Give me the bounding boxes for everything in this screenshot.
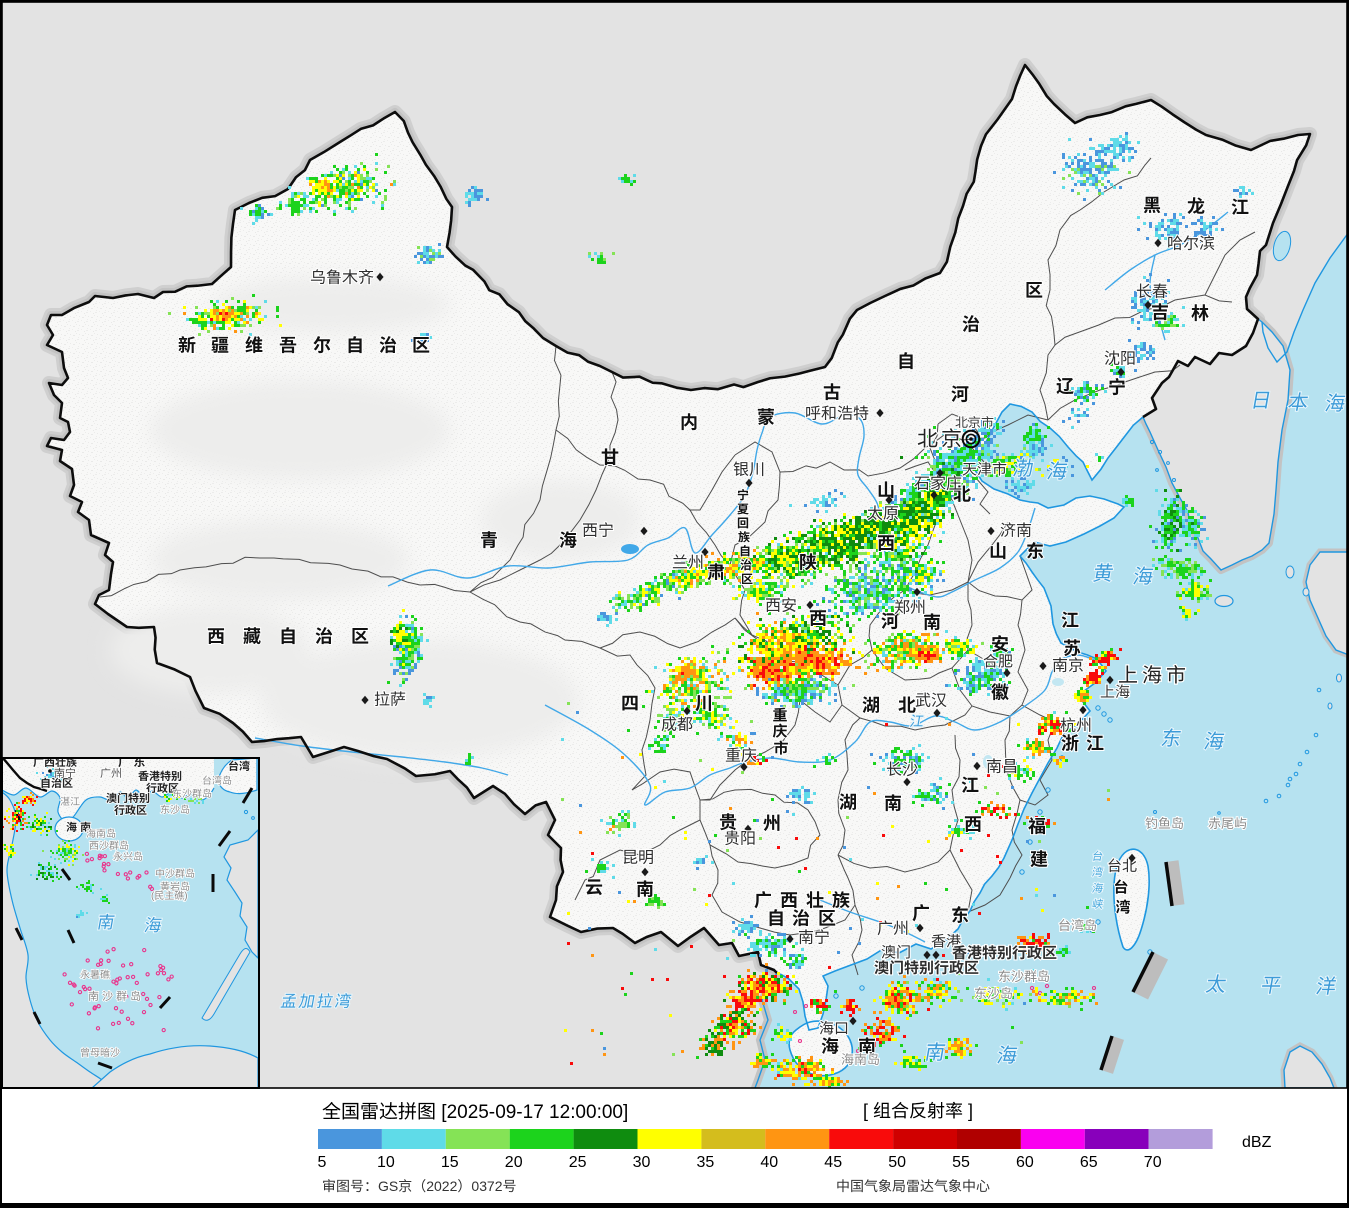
svg-text:30: 30: [633, 1154, 651, 1171]
svg-text:20: 20: [505, 1154, 523, 1171]
svg-text:]: ]: [968, 1101, 973, 1121]
svg-text:7: 7: [487, 1178, 495, 1194]
svg-text:-: -: [489, 1102, 495, 1123]
svg-text:2: 2: [426, 1178, 434, 1194]
svg-text:65: 65: [1080, 1154, 1098, 1171]
svg-text:-: -: [516, 1102, 522, 1123]
svg-text:7: 7: [533, 1102, 544, 1123]
svg-text:): ): [184, 891, 187, 902]
svg-text:3: 3: [479, 1178, 487, 1194]
svg-text:35: 35: [697, 1154, 715, 1171]
svg-text:0: 0: [602, 1102, 613, 1123]
svg-text:]: ]: [623, 1102, 628, 1123]
svg-text::: :: [597, 1102, 602, 1123]
svg-text:0: 0: [612, 1102, 623, 1123]
svg-text:1: 1: [549, 1102, 560, 1123]
svg-text:[: [: [863, 1101, 868, 1121]
svg-text:1: 1: [523, 1102, 534, 1123]
svg-text:70: 70: [1144, 1154, 1162, 1171]
svg-text:5: 5: [478, 1102, 489, 1123]
svg-text:2: 2: [560, 1102, 571, 1123]
svg-text:[: [: [441, 1102, 447, 1123]
svg-text:G: G: [378, 1178, 389, 1194]
svg-text::: :: [570, 1102, 575, 1123]
svg-text:0: 0: [586, 1102, 597, 1123]
svg-text:60: 60: [1016, 1154, 1034, 1171]
svg-text:40: 40: [760, 1154, 778, 1171]
svg-text:15: 15: [441, 1154, 459, 1171]
svg-text:S: S: [389, 1178, 398, 1194]
svg-text:2: 2: [468, 1102, 479, 1123]
svg-text:45: 45: [824, 1154, 842, 1171]
svg-text:0: 0: [575, 1102, 586, 1123]
svg-text:0: 0: [495, 1102, 506, 1123]
svg-text:0: 0: [434, 1178, 442, 1194]
svg-text:2: 2: [450, 1178, 458, 1194]
svg-text:9: 9: [506, 1102, 517, 1123]
svg-text:dBZ: dBZ: [1242, 1134, 1272, 1151]
svg-text:2: 2: [447, 1102, 458, 1123]
svg-text:25: 25: [569, 1154, 587, 1171]
svg-text:5: 5: [318, 1154, 327, 1171]
svg-text:2: 2: [495, 1178, 503, 1194]
svg-text:55: 55: [952, 1154, 970, 1171]
svg-text:0: 0: [471, 1178, 479, 1194]
svg-text:(: (: [151, 891, 155, 902]
svg-text:10: 10: [377, 1154, 395, 1171]
svg-text:2: 2: [442, 1178, 450, 1194]
svg-text:0: 0: [457, 1102, 468, 1123]
svg-text:50: 50: [888, 1154, 906, 1171]
